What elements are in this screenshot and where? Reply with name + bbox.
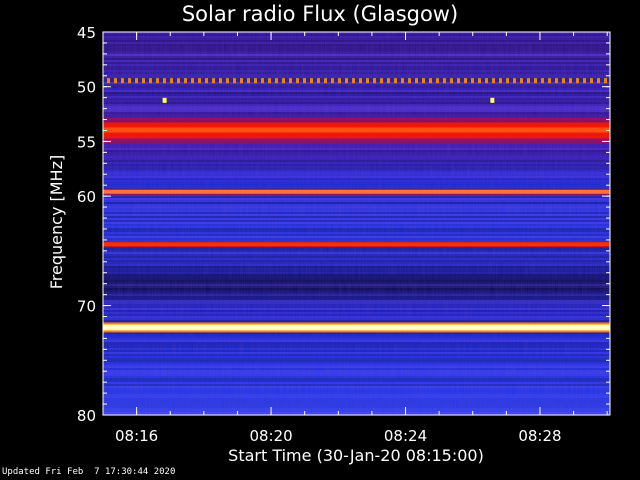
emission-dash (471, 78, 474, 84)
emission-dash (380, 78, 383, 84)
update-timestamp: Updated Fri Feb 7 17:30:44 2020 (2, 467, 176, 477)
chart-title: Solar radio Flux (Glasgow) (181, 2, 459, 26)
emission-dash (415, 78, 418, 84)
emission-dash (359, 78, 362, 84)
emission-dash (583, 78, 586, 84)
y-tick-label: 80 (77, 407, 96, 425)
y-axis-label: Frequency [MHz] (47, 155, 66, 289)
emission-dash (303, 78, 306, 84)
emission-band-core (103, 326, 610, 329)
emission-dash (247, 78, 250, 84)
emission-dash (289, 78, 292, 84)
x-tick-label: 08:16 (115, 427, 158, 445)
plot-frame (102, 31, 611, 416)
emission-dash (338, 78, 341, 84)
emission-dash (135, 78, 138, 84)
emission-dash (373, 78, 376, 84)
x-axis-label: Start Time (30-Jan-20 08:15:00) (228, 446, 484, 465)
emission-dash (240, 78, 243, 84)
emission-dash (191, 78, 194, 84)
emission-dash (156, 78, 159, 84)
plot-area (102, 31, 611, 416)
emission-dash (226, 78, 229, 84)
emission-dash (464, 78, 467, 84)
y-tick-label: 55 (77, 133, 96, 151)
emission-dash (254, 78, 257, 84)
emission-dash (198, 78, 201, 84)
x-axis: 08:16 08:20 08:24 08:28 (102, 32, 608, 445)
emission-dash (562, 78, 565, 84)
emission-dash (520, 78, 523, 84)
x-tick-label: 08:24 (384, 427, 427, 445)
y-tick-label: 70 (77, 298, 96, 316)
emission-dash (506, 78, 509, 84)
noise-overlay (103, 32, 610, 415)
y-axis: 45 50 55 60 70 80 (77, 24, 610, 425)
emission-dash (317, 78, 320, 84)
emission-dash (310, 78, 313, 84)
emission-band-core (103, 127, 610, 133)
emission-dash (212, 78, 215, 84)
emission-dash (534, 78, 537, 84)
emission-dash (233, 78, 236, 84)
emission-dash (408, 78, 411, 84)
emission-dash (401, 78, 404, 84)
emission-dash (107, 78, 110, 84)
y-tick-label: 50 (77, 79, 96, 97)
emission-dash (352, 78, 355, 84)
emission-dash (548, 78, 551, 84)
y-tick-label: 60 (77, 188, 96, 206)
emission-dash (282, 78, 285, 84)
emission-dash (261, 78, 264, 84)
emission-dash (205, 78, 208, 84)
emission-dash (541, 78, 544, 84)
emission-dash (569, 78, 572, 84)
emission-dash (366, 78, 369, 84)
emission-dash (268, 78, 271, 84)
emission-dash (443, 78, 446, 84)
emission-dash (394, 78, 397, 84)
emission-dash (387, 78, 390, 84)
point-feature (490, 97, 495, 103)
emission-dash (576, 78, 579, 84)
x-tick-label: 08:20 (249, 427, 292, 445)
emission-band (103, 242, 610, 247)
emission-dash (170, 78, 173, 84)
emission-dash (142, 78, 145, 84)
emission-dash (485, 78, 488, 84)
emission-dash (422, 78, 425, 84)
emission-dash (555, 78, 558, 84)
emission-dash (457, 78, 460, 84)
emission-dash (177, 78, 180, 84)
emission-dash (604, 78, 607, 84)
emission-dash (296, 78, 299, 84)
emission-dash (219, 78, 222, 84)
emission-band (103, 189, 610, 194)
emission-dash (597, 78, 600, 84)
point-feature (162, 97, 167, 103)
emission-dash (324, 78, 327, 84)
x-tick-label: 08:28 (518, 427, 561, 445)
emission-dash (114, 78, 117, 84)
emission-dash (429, 78, 432, 84)
emission-dash (345, 78, 348, 84)
emission-dash (121, 78, 124, 84)
emission-dash (128, 78, 131, 84)
emission-dash (527, 78, 530, 84)
emission-dash (499, 78, 502, 84)
emission-dash (149, 78, 152, 84)
y-tick-label: 45 (77, 24, 96, 42)
emission-dash (450, 78, 453, 84)
emission-dash (163, 78, 166, 84)
emission-dash (513, 78, 516, 84)
emission-dash (590, 78, 593, 84)
emission-dash (184, 78, 187, 84)
emission-dash (478, 78, 481, 84)
emission-dash (275, 78, 278, 84)
emission-dash (331, 78, 334, 84)
emission-dash (492, 78, 495, 84)
emission-dash (436, 78, 439, 84)
